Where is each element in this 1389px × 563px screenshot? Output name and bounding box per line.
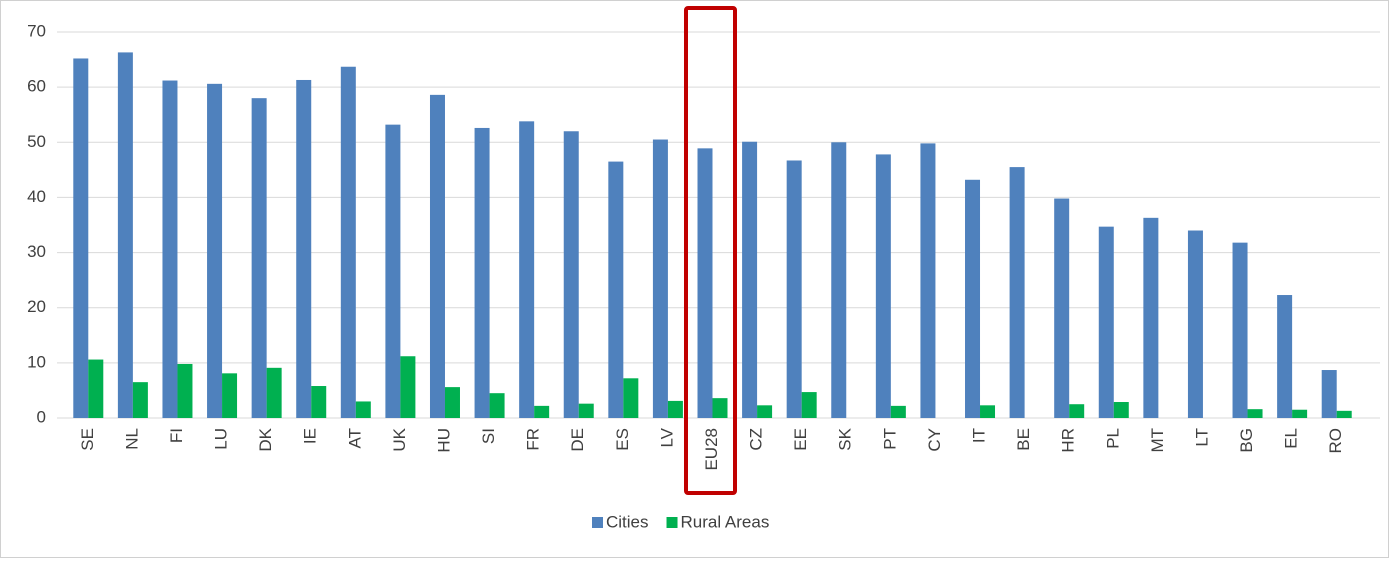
x-tick-label: LT	[1192, 428, 1211, 447]
bar	[311, 386, 327, 418]
legend-swatch	[592, 517, 603, 528]
bar	[385, 124, 401, 418]
x-tick-label: BE	[1014, 428, 1033, 451]
legend-label: Rural Areas	[681, 512, 770, 531]
bar	[980, 405, 996, 418]
x-tick-label: UK	[390, 427, 409, 451]
y-tick-label: 10	[27, 352, 46, 371]
x-tick-label: BG	[1237, 428, 1256, 453]
bar	[578, 403, 594, 418]
x-tick-label: CZ	[747, 428, 766, 451]
bar	[1187, 230, 1203, 418]
bar	[801, 392, 817, 418]
x-tick-label: SE	[78, 428, 97, 451]
bar	[266, 367, 282, 418]
highlight-box	[684, 6, 737, 495]
bar	[742, 141, 758, 418]
bar	[132, 382, 148, 418]
y-tick-label: 30	[27, 242, 46, 261]
y-tick-label: 60	[27, 77, 46, 96]
bar	[489, 393, 505, 418]
x-tick-label: CY	[925, 428, 944, 452]
x-tick-label: DE	[568, 428, 587, 452]
bar	[1277, 295, 1293, 418]
bar	[667, 400, 683, 418]
bar	[608, 161, 624, 419]
x-tick-label: MT	[1148, 428, 1167, 453]
bar	[1321, 370, 1337, 418]
bar	[1232, 242, 1248, 418]
x-tick-label: SK	[836, 427, 855, 450]
x-tick-label: FR	[524, 428, 543, 451]
x-tick-label: DK	[256, 427, 275, 451]
x-tick-label: PT	[880, 428, 899, 450]
bar	[429, 94, 445, 418]
bar	[340, 66, 356, 419]
bar	[965, 179, 981, 418]
bar	[652, 139, 668, 418]
bar	[697, 148, 713, 418]
x-tick-label: NL	[122, 428, 141, 450]
x-tick-label: HU	[434, 428, 453, 453]
x-tick-label: EL	[1282, 428, 1301, 449]
bar	[400, 356, 416, 418]
bar	[474, 127, 490, 418]
bar	[1247, 409, 1263, 418]
x-tick-label: SI	[479, 428, 498, 444]
bar	[890, 405, 906, 418]
bar	[1113, 402, 1129, 418]
legend-label: Cities	[606, 512, 649, 531]
x-tick-label: IT	[970, 428, 989, 443]
x-tick-label: EE	[791, 428, 810, 451]
bar	[831, 142, 847, 419]
y-tick-label: 0	[37, 407, 46, 426]
x-tick-label: LV	[657, 427, 676, 447]
y-tick-label: 20	[27, 297, 46, 316]
bar	[757, 405, 773, 418]
bar	[355, 401, 371, 418]
y-tick-label: 50	[27, 132, 46, 151]
bar	[88, 359, 104, 418]
bar	[73, 58, 89, 419]
bar	[444, 387, 460, 418]
bar	[117, 52, 133, 418]
bar	[623, 378, 639, 418]
bar	[875, 154, 891, 418]
bar	[1009, 167, 1025, 418]
bar	[563, 131, 579, 418]
x-tick-label: HR	[1059, 428, 1078, 453]
x-tick-label: EU28	[702, 428, 721, 471]
bar	[1336, 410, 1352, 418]
bar	[712, 398, 728, 418]
plot-area: 0 10 20 30 40 50 60 70 SE NL FI LU DK IE AT UK HU SI FR DE E…	[27, 21, 1380, 531]
bar	[920, 143, 936, 419]
bar	[1069, 404, 1085, 418]
bar	[296, 79, 312, 418]
x-tick-label: LU	[212, 428, 231, 450]
bar	[534, 405, 550, 418]
x-tick-label: IE	[301, 428, 320, 444]
y-tick-label: 70	[27, 21, 46, 40]
bar	[162, 80, 178, 419]
y-tick-label: 40	[27, 187, 46, 206]
x-tick-label: RO	[1326, 428, 1345, 454]
x-tick-label: FI	[167, 428, 186, 443]
bar	[222, 373, 238, 418]
x-tick-label: PL	[1103, 428, 1122, 449]
bar	[786, 160, 802, 419]
bar	[519, 121, 535, 419]
x-tick-label: ES	[613, 428, 632, 451]
bar	[1143, 217, 1159, 418]
bar	[1292, 409, 1308, 418]
x-tick-label: AT	[345, 428, 364, 448]
bar	[207, 83, 223, 418]
bar	[1098, 226, 1114, 418]
bar	[251, 98, 267, 419]
bar	[177, 363, 193, 418]
bar	[1054, 198, 1070, 418]
legend-swatch	[666, 517, 678, 528]
